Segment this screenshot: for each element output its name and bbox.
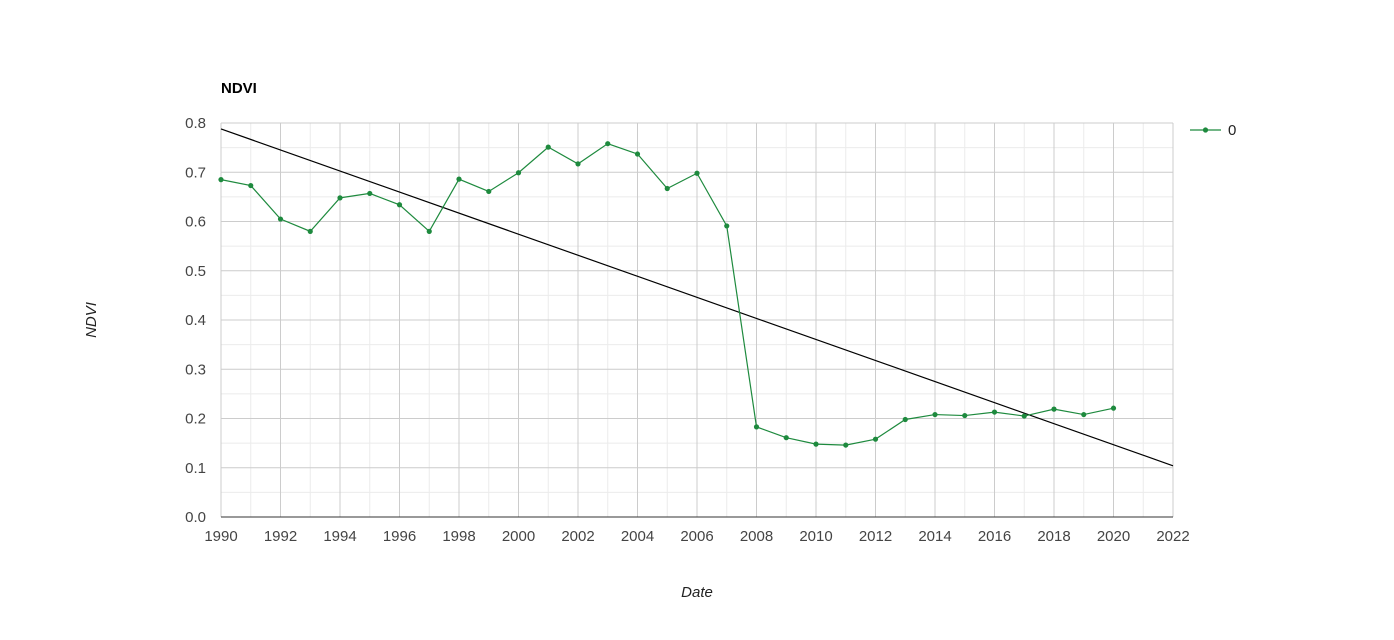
x-tick-label: 1990: [204, 528, 237, 545]
x-tick-label: 1996: [383, 528, 416, 545]
data-point: [634, 151, 641, 157]
data-point: [545, 144, 551, 150]
x-tick-label: 1994: [323, 528, 356, 545]
y-axis-title: NDVI: [83, 302, 100, 338]
data-point: [1081, 411, 1087, 418]
x-tick-label: 1992: [264, 528, 297, 545]
data-point: [813, 441, 819, 447]
data-point: [843, 442, 849, 448]
data-point: [307, 228, 313, 234]
x-tick-label: 2010: [799, 528, 832, 545]
trendline: [220, 128, 1174, 467]
x-tick-label: 2016: [978, 528, 1011, 545]
x-tick-label: 2008: [740, 528, 773, 545]
data-point: [1110, 405, 1117, 411]
y-axis-ticks: 0.0 0.1 0.2 0.3 0.4 0.5 0.6 0.7 0.8: [185, 115, 206, 526]
x-tick-label: 2012: [859, 528, 892, 545]
x-tick-label: 2022: [1156, 528, 1189, 545]
y-tick-label: 0.4: [185, 312, 206, 329]
data-point: [575, 161, 581, 167]
trendline-layer: [220, 128, 1174, 467]
x-tick-label: 2002: [561, 528, 594, 545]
x-axis-ticks: 1990 1992 1994 1996 1998 2000 2002 2004 2006 2008…: [204, 528, 1189, 545]
y-tick-label: 0.2: [185, 411, 206, 428]
y-tick-label: 0.8: [185, 115, 206, 132]
data-point: [932, 411, 938, 418]
y-tick-label: 0.6: [185, 214, 206, 231]
x-tick-label: 2000: [502, 528, 535, 545]
data-point: [248, 182, 254, 189]
data-point: [277, 216, 284, 222]
chart-title: NDVI: [221, 80, 257, 97]
y-tick-label: 0.0: [185, 509, 206, 526]
data-point: [1051, 406, 1057, 412]
data-point: [724, 223, 730, 229]
legend: 0: [1190, 122, 1236, 139]
y-tick-label: 0.3: [185, 361, 206, 378]
data-point: [486, 188, 492, 195]
y-tick-label: 0.1: [185, 460, 206, 477]
data-point: [1021, 413, 1027, 419]
data-point: [664, 185, 670, 192]
data-point: [694, 170, 700, 176]
data-point: [396, 202, 403, 208]
data-point: [337, 195, 343, 201]
data-point: [753, 424, 760, 430]
x-tick-label: 1998: [442, 528, 475, 545]
x-tick-label: 2018: [1037, 528, 1070, 545]
data-point: [426, 228, 432, 234]
data-point: [515, 170, 522, 176]
data-point: [991, 409, 998, 415]
data-point: [218, 177, 224, 183]
series-layer: [218, 141, 1117, 448]
x-tick-label: 2014: [918, 528, 951, 545]
x-axis-title: Date: [681, 584, 713, 601]
y-tick-label: 0.5: [185, 263, 206, 280]
data-point: [367, 190, 373, 197]
data-point: [456, 176, 462, 182]
major-gridlines: [220, 122, 1174, 518]
x-tick-label: 2020: [1097, 528, 1130, 545]
y-tick-label: 0.7: [185, 164, 206, 181]
legend-marker: [1202, 127, 1209, 133]
x-tick-label: 2004: [621, 528, 654, 545]
data-point: [783, 435, 789, 441]
data-point: [962, 412, 968, 419]
data-point: [872, 436, 879, 442]
data-point: [902, 416, 908, 423]
legend-label-0: 0: [1228, 122, 1236, 139]
data-point: [605, 141, 611, 147]
x-tick-label: 2006: [680, 528, 713, 545]
